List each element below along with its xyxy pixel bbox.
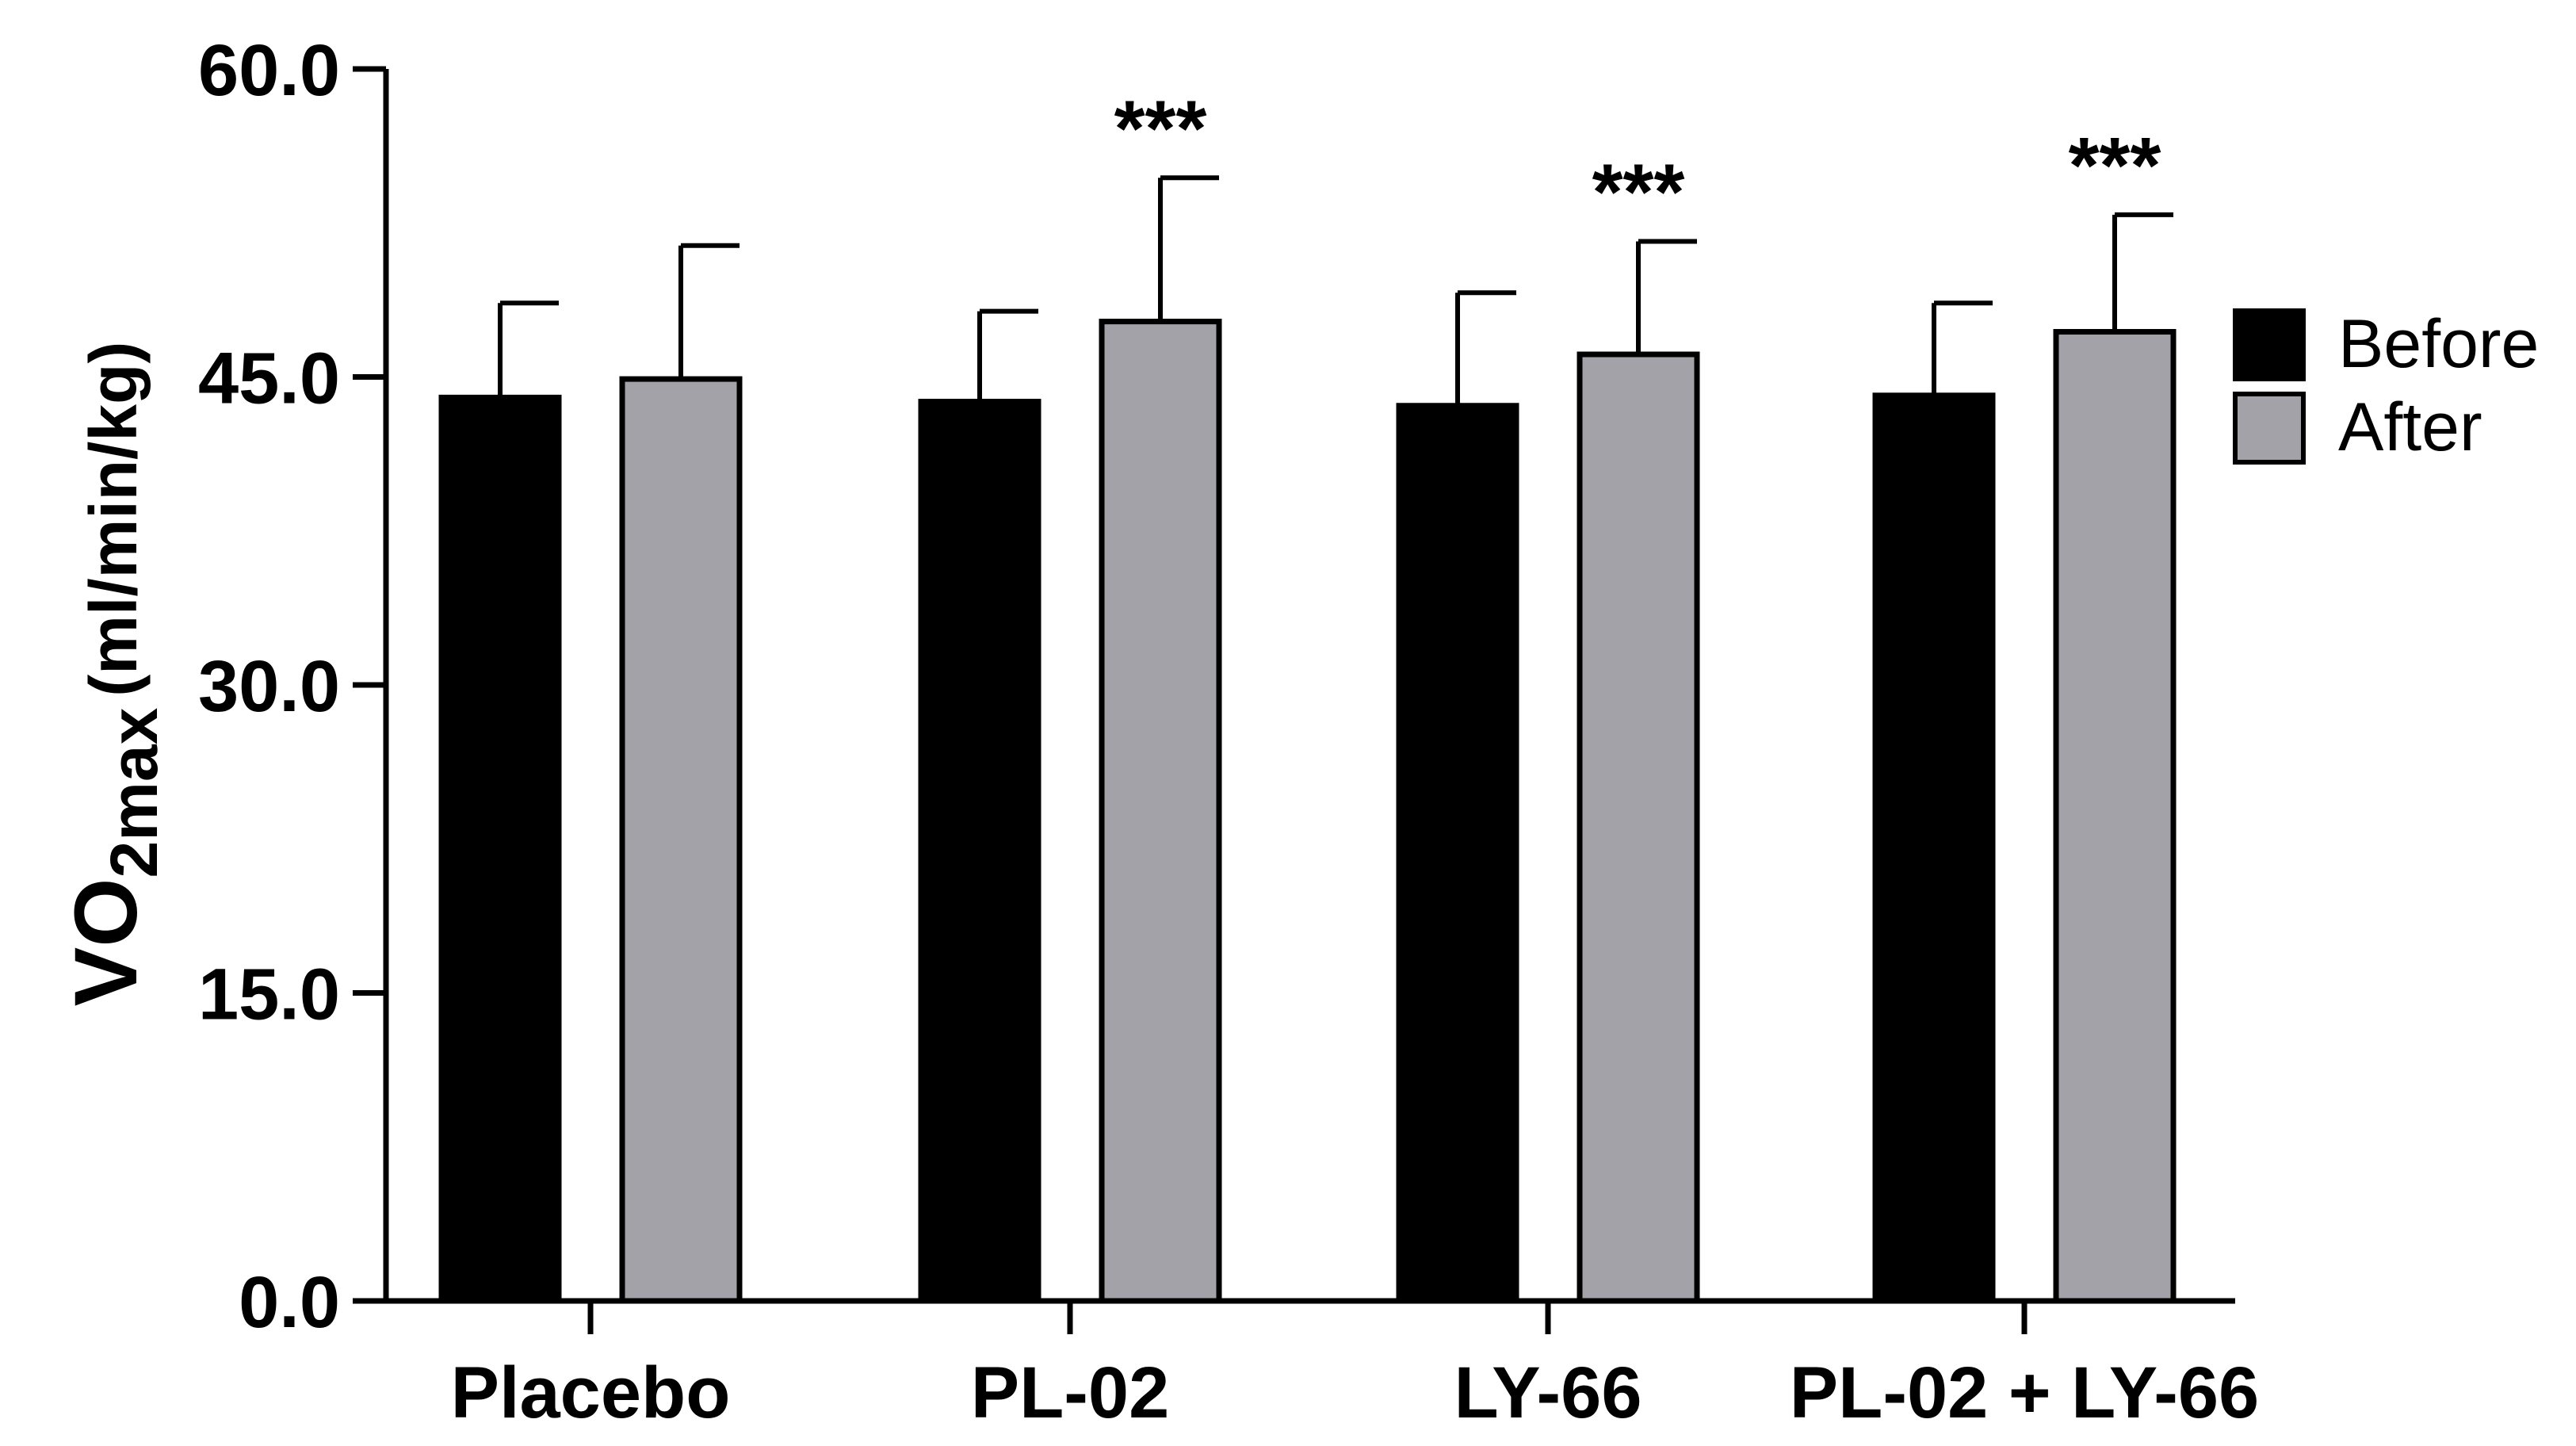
bar-before [1396, 403, 1519, 1304]
y-axis-label-units: (ml/min/kg) [76, 342, 151, 697]
bar-before [438, 394, 562, 1304]
significance-label: *** [2069, 121, 2161, 210]
y-tick-label: 45.0 [198, 339, 340, 419]
bar-after [619, 376, 743, 1304]
legend-swatch-before [2233, 308, 2306, 381]
bar-after [1577, 351, 1700, 1304]
y-axis-label-main: VO [56, 878, 155, 1007]
svg-text:VO2max(ml/min/kg): VO2max (ml/min/kg) [56, 342, 171, 1007]
significance-label: *** [1592, 148, 1685, 237]
y-axis-label: VO2max (ml/min/kg) [56, 342, 171, 1007]
y-tick-label: 60.0 [198, 30, 340, 111]
x-tick-label: Placebo [451, 1352, 731, 1433]
x-tick-label: PL-02 [971, 1352, 1170, 1433]
legend-label-after: After [2338, 389, 2482, 465]
significance-label: *** [1114, 84, 1207, 173]
y-tick-label: 15.0 [198, 954, 340, 1035]
bar-before [918, 399, 1041, 1304]
plot-area: 0.0 15.0 30.0 45.0 60.0 Placebo PL-02 LY-66 PL-0… [198, 30, 2259, 1433]
bar-after [2053, 329, 2177, 1304]
x-tick-label: PL-02 + LY-66 [1790, 1352, 2259, 1433]
bar-before [1872, 392, 1996, 1304]
x-tick-label: LY-66 [1454, 1352, 1642, 1433]
legend-label-before: Before [2338, 306, 2539, 382]
legend-swatch-after [2233, 392, 2306, 465]
y-tick-label: 30.0 [198, 646, 340, 727]
legend: Before After [2233, 306, 2539, 465]
y-axis-label-subscript: 2max [97, 707, 171, 878]
bar-after [1099, 319, 1222, 1304]
y-tick-label: 0.0 [239, 1262, 340, 1343]
